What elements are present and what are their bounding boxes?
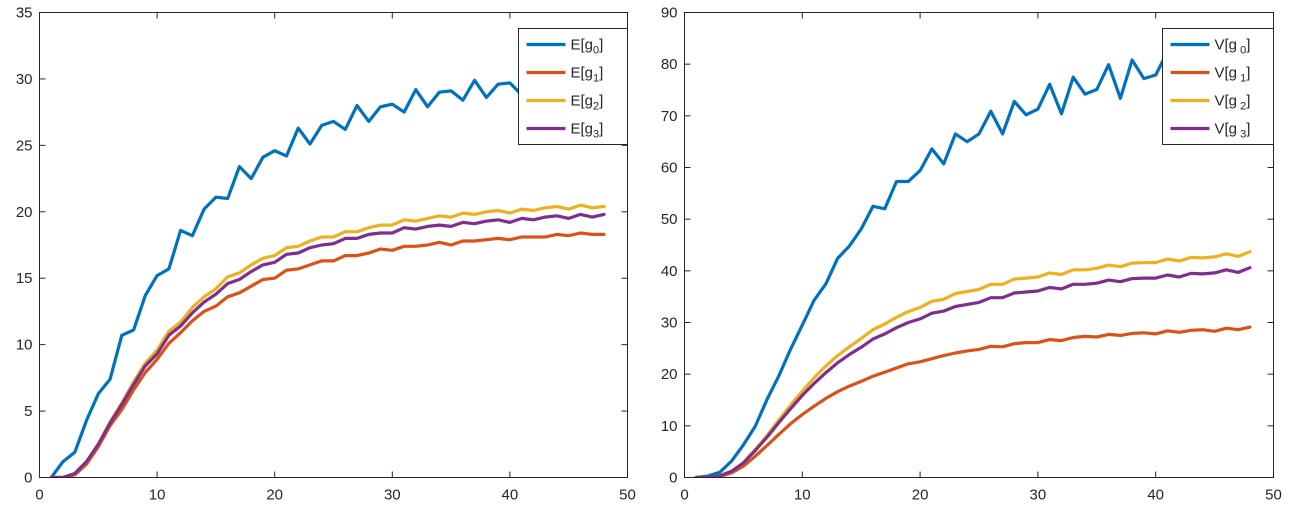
y-tick-label: 30	[16, 71, 33, 88]
x-tick-label: 10	[794, 487, 811, 504]
y-tick-label: 35	[16, 5, 33, 22]
x-tick-label: 30	[384, 487, 401, 504]
legend: V[g 0] V[g 1] V[g 2] V[g 3]	[1162, 28, 1274, 145]
series-line-1	[694, 325, 1252, 478]
chart-panel-1: 0 10 20 30 40 50 0 5 10 15 20 25 30 35 E[g0] E[g1] E[g2]…	[16, 5, 636, 504]
x-tick-label: 0	[35, 487, 43, 504]
legend-label: E[g1]	[571, 65, 604, 85]
x-tick-label: 40	[1147, 487, 1164, 504]
legend-label: E[g0]	[571, 37, 604, 57]
y-tick-label: 10	[661, 418, 678, 435]
series-group	[694, 37, 1252, 478]
y-tick-label: 60	[661, 160, 678, 177]
legend-label: V[g 3]	[1215, 121, 1251, 141]
y-tick-label: 15	[16, 270, 33, 287]
y-tick-label: 90	[661, 5, 678, 22]
axes-box	[39, 12, 628, 478]
y-tick-label: 80	[661, 56, 678, 73]
legend-box	[1162, 28, 1274, 145]
x-tick-label: 10	[149, 487, 166, 504]
series-line-2	[694, 250, 1252, 478]
y-tick-label: 5	[24, 403, 32, 420]
y-tick-label: 70	[661, 108, 678, 125]
legend-label: E[g3]	[571, 121, 604, 141]
y-tick-label: 30	[661, 315, 678, 332]
series-line-1	[49, 231, 606, 478]
series-line-3	[49, 212, 606, 478]
series-group	[49, 74, 606, 478]
series-line-3	[694, 266, 1252, 478]
legend-label: V[g 2]	[1215, 93, 1251, 113]
x-tick-label: 40	[502, 487, 519, 504]
y-tick-label: 0	[669, 470, 677, 487]
legend-box	[518, 28, 628, 145]
y-tick-label: 25	[16, 137, 33, 154]
legend-label: V[g 0]	[1215, 37, 1251, 57]
legend-label: E[g2]	[571, 93, 604, 113]
x-tick-label: 20	[912, 487, 929, 504]
legend-label: V[g 1]	[1215, 65, 1251, 85]
y-tick-label: 0	[24, 470, 32, 487]
y-tick-label: 40	[661, 263, 678, 280]
axes-box	[684, 12, 1274, 478]
x-tick-label: 0	[680, 487, 688, 504]
series-line-0	[694, 37, 1252, 478]
y-tick-label: 10	[16, 337, 33, 354]
x-tick-label: 20	[266, 487, 283, 504]
x-tick-label: 50	[619, 487, 636, 504]
y-tick-label: 20	[661, 366, 678, 383]
series-line-0	[49, 74, 606, 478]
y-tick-label: 50	[661, 211, 678, 228]
x-tick-label: 50	[1265, 487, 1282, 504]
y-tick-label: 20	[16, 204, 33, 221]
x-tick-label: 30	[1030, 487, 1047, 504]
legend: E[g0] E[g1] E[g2] E[g3]	[518, 28, 628, 145]
